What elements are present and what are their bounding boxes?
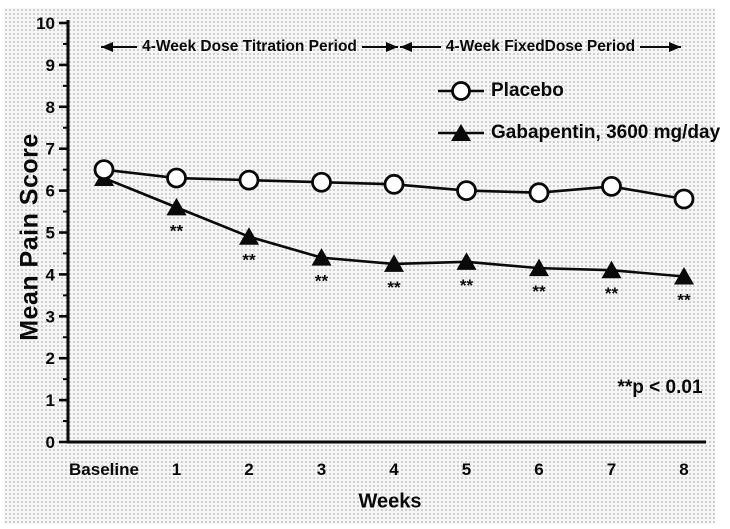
svg-text:6: 6: [46, 182, 55, 201]
svg-text:10: 10: [36, 14, 55, 33]
svg-text:4: 4: [46, 265, 56, 284]
significance-note: **p < 0.01: [617, 377, 703, 398]
fixed-dose-period-label: 4-Week FixedDose Period: [445, 38, 636, 55]
svg-text:**: **: [605, 284, 619, 303]
svg-text:7: 7: [607, 460, 616, 479]
dose-titration-period-label: 4-Week Dose Titration Period: [142, 38, 357, 55]
legend-item-gabapentin: Gabapentin, 3600 mg/day: [438, 120, 720, 146]
svg-text:7: 7: [46, 140, 55, 159]
svg-text:6: 6: [534, 460, 543, 479]
legend-item-placebo: Placebo: [438, 78, 720, 104]
svg-text:8: 8: [679, 460, 688, 479]
svg-text:**: **: [460, 276, 474, 295]
svg-text:2: 2: [46, 349, 55, 368]
dose-titration-period-annotation: 4-Week Dose Titration Period: [101, 38, 399, 56]
svg-text:Baseline: Baseline: [69, 460, 139, 479]
left-arrow-icon: [400, 45, 441, 49]
svg-text:3: 3: [317, 460, 326, 479]
right-arrow-icon: [361, 45, 399, 49]
svg-text:1: 1: [172, 460, 181, 479]
legend-label-gabapentin: Gabapentin, 3600 mg/day: [491, 122, 721, 143]
svg-text:**: **: [677, 290, 691, 309]
svg-text:**: **: [170, 221, 184, 240]
svg-text:3: 3: [46, 307, 55, 326]
svg-text:5: 5: [462, 460, 471, 479]
svg-text:0: 0: [46, 433, 55, 452]
filled-triangle-marker-icon: [438, 124, 484, 141]
svg-text:2: 2: [244, 460, 253, 479]
svg-text:1: 1: [46, 391, 55, 410]
open-circle-marker-icon: [438, 81, 484, 101]
svg-text:**: **: [387, 278, 401, 297]
legend-label-placebo: Placebo: [491, 80, 564, 101]
legend: Placebo Gabapentin, 3600 mg/day: [438, 78, 720, 162]
left-arrow-icon: [101, 45, 138, 49]
plot-dotted-background: [4, 8, 715, 524]
svg-text:8: 8: [46, 98, 55, 117]
right-arrow-icon: [640, 45, 682, 49]
svg-text:**: **: [242, 251, 256, 270]
svg-text:5: 5: [46, 224, 55, 243]
y-axis-title: Mean Pain Score: [15, 133, 44, 341]
svg-text:4: 4: [389, 460, 399, 479]
fixed-dose-period-annotation: 4-Week FixedDose Period: [400, 38, 682, 56]
svg-text:9: 9: [46, 56, 55, 75]
svg-text:**: **: [532, 282, 546, 301]
x-axis-title: Weeks: [358, 490, 422, 513]
svg-text:**: **: [315, 272, 329, 291]
